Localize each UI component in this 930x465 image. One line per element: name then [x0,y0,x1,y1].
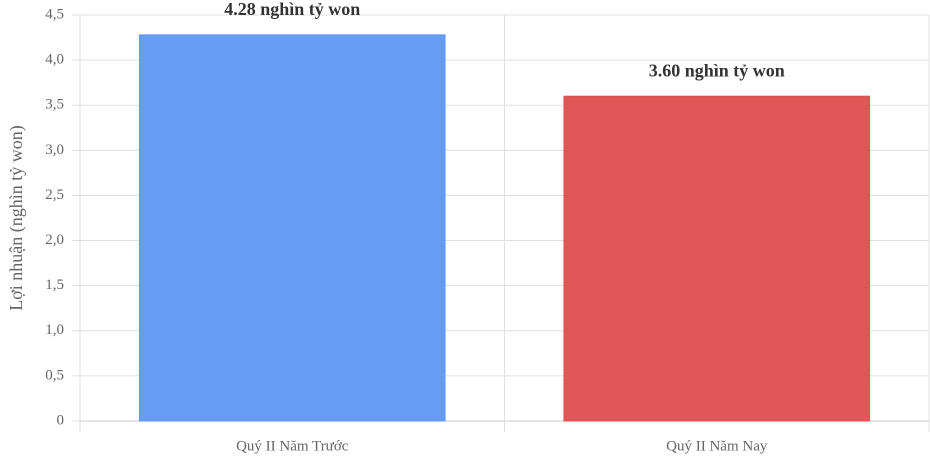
data-label: 3.60 nghìn tỷ won [649,60,785,80]
y-tick-label: 3,5 [45,97,64,113]
x-tick-label: Quý II Năm Nay [666,438,768,454]
y-tick-label: 1,0 [45,322,64,338]
y-tick-label: 0 [57,412,65,428]
x-tick-label: Quý II Năm Trước [236,438,349,454]
bar [138,34,446,422]
y-tick-label: 3,0 [45,142,64,158]
y-tick-label: 2,0 [45,232,64,248]
data-label: 4.28 nghìn tỷ won [224,0,360,19]
y-tick-label: 0,5 [45,367,64,383]
y-tick-label: 4,5 [45,6,64,22]
y-axis-label: Lợi nhuận (nghìn tỷ won) [6,125,27,311]
y-tick-label: 2,5 [45,187,64,203]
y-tick-label: 1,5 [45,277,64,293]
bar [563,95,871,422]
y-tick-label: 4,0 [45,52,64,68]
